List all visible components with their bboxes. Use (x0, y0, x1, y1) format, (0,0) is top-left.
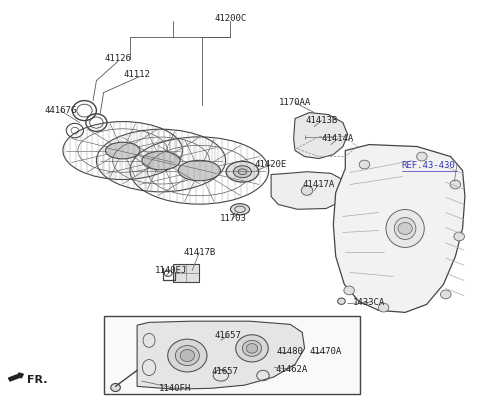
Text: 41413B: 41413B (305, 116, 337, 125)
Text: 1140EJ: 1140EJ (155, 266, 187, 275)
Text: 41462A: 41462A (276, 365, 308, 374)
Circle shape (337, 298, 345, 304)
Circle shape (359, 160, 370, 169)
Text: 41657: 41657 (215, 331, 241, 340)
Text: 41112: 41112 (124, 70, 151, 79)
Text: 41126: 41126 (105, 54, 132, 63)
Ellipse shape (175, 346, 199, 366)
Circle shape (454, 232, 465, 241)
Text: 1170AA: 1170AA (279, 98, 311, 107)
Circle shape (398, 223, 412, 235)
Text: REF.43-430: REF.43-430 (402, 161, 456, 170)
Circle shape (417, 152, 427, 161)
Circle shape (301, 186, 313, 195)
Ellipse shape (233, 166, 252, 178)
Circle shape (111, 383, 120, 391)
Text: FR.: FR. (27, 375, 48, 385)
Ellipse shape (106, 142, 140, 159)
Ellipse shape (236, 335, 268, 362)
Polygon shape (333, 144, 465, 312)
Text: 41417B: 41417B (183, 248, 216, 257)
Ellipse shape (395, 217, 416, 239)
Polygon shape (294, 113, 348, 158)
Circle shape (246, 344, 258, 353)
Ellipse shape (168, 339, 207, 372)
Ellipse shape (142, 151, 180, 170)
Ellipse shape (178, 160, 220, 181)
Ellipse shape (226, 161, 259, 182)
Circle shape (344, 286, 354, 295)
Ellipse shape (386, 209, 424, 247)
Bar (173, 264, 199, 282)
Circle shape (180, 350, 194, 362)
Ellipse shape (230, 204, 250, 215)
Text: 44167G: 44167G (44, 106, 77, 115)
Bar (104, 316, 360, 394)
Ellipse shape (242, 340, 262, 356)
Circle shape (441, 290, 451, 299)
Text: 11703: 11703 (219, 214, 246, 223)
Circle shape (378, 303, 389, 312)
Text: 41420E: 41420E (255, 160, 287, 169)
Polygon shape (137, 321, 305, 389)
Text: 41480: 41480 (277, 347, 304, 356)
Text: 41200C: 41200C (214, 14, 247, 23)
Polygon shape (271, 172, 345, 209)
Text: 41417A: 41417A (303, 180, 335, 189)
Text: 41414A: 41414A (322, 134, 354, 143)
Text: 1140FH: 1140FH (159, 384, 192, 393)
Text: 41657: 41657 (211, 367, 238, 376)
Circle shape (450, 180, 461, 189)
Text: 41470A: 41470A (309, 347, 341, 356)
FancyArrow shape (9, 373, 24, 381)
Text: 1433CA: 1433CA (353, 298, 385, 307)
